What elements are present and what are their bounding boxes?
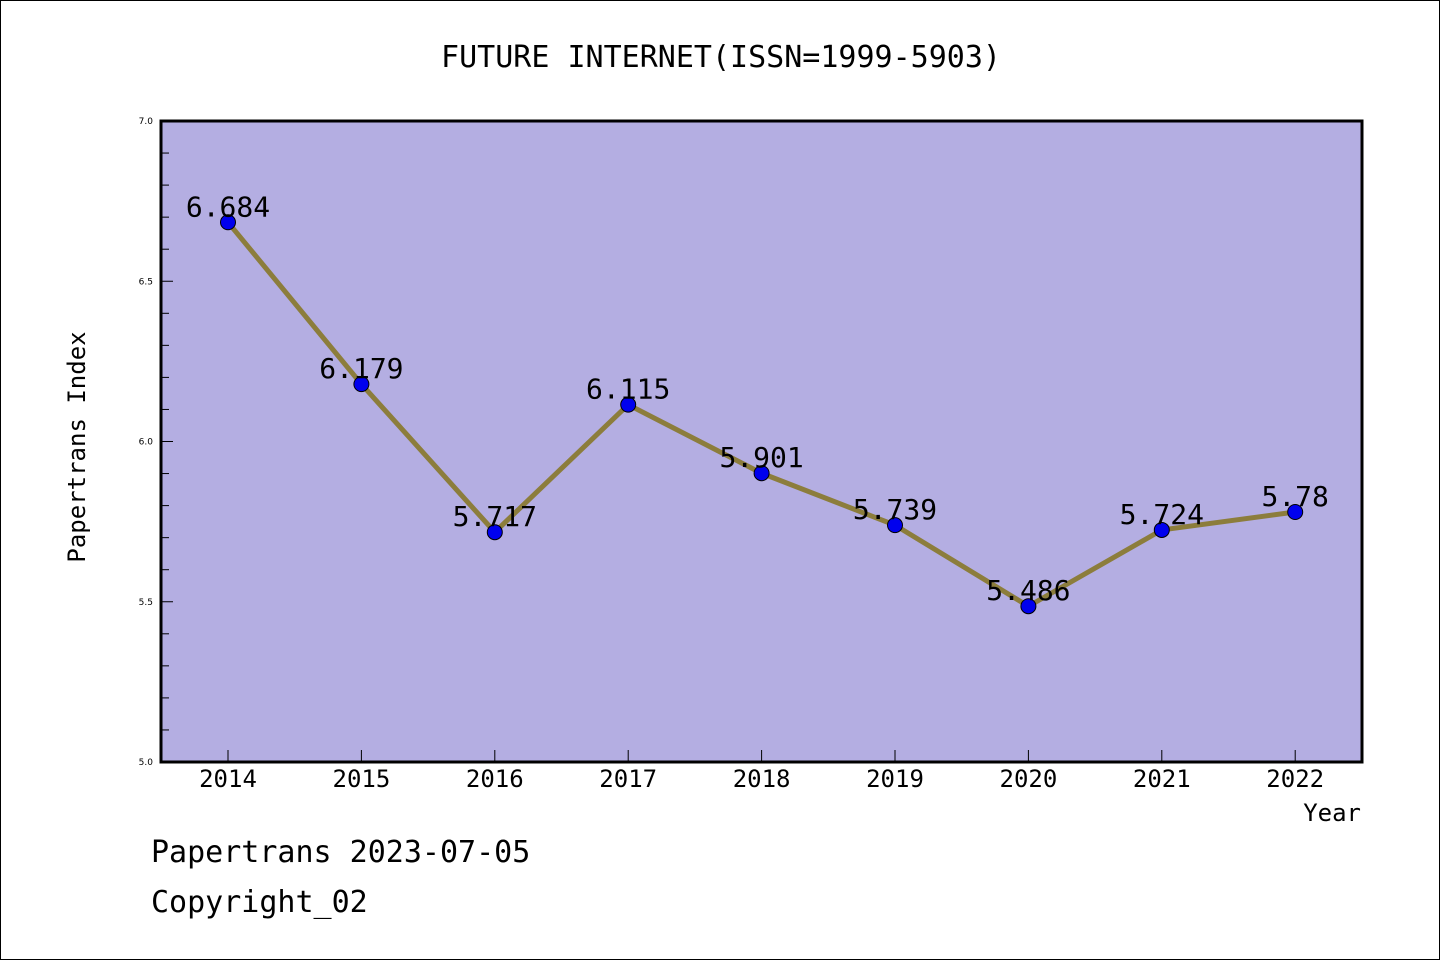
x-tick-label: 2017 bbox=[599, 765, 657, 793]
x-tick-label: 2014 bbox=[199, 765, 257, 793]
data-label: 5.901 bbox=[719, 441, 803, 474]
data-points bbox=[220, 214, 1304, 615]
y-tick-label: 6.0 bbox=[139, 438, 154, 448]
y-axis-label: Papertrans Index bbox=[63, 331, 91, 562]
data-point bbox=[1153, 521, 1170, 538]
data-label: 5.486 bbox=[986, 574, 1070, 607]
x-tick-label: 2020 bbox=[1000, 765, 1058, 793]
data-labels: 6.684 6.179 5.717 6.115 5.901 5.739 5.486 5.724… bbox=[186, 190, 1329, 607]
x-tick-label: 2019 bbox=[866, 765, 924, 793]
data-label: 5.78 bbox=[1261, 480, 1328, 513]
data-point bbox=[887, 517, 903, 534]
chart-title: FUTURE INTERNET(ISSN=1999-5903) bbox=[441, 40, 1001, 75]
data-point bbox=[753, 465, 770, 482]
x-tick-label: 2022 bbox=[1266, 765, 1324, 793]
data-point bbox=[620, 396, 637, 413]
data-label: 5.717 bbox=[453, 500, 537, 533]
plot-area bbox=[159, 119, 1364, 764]
data-point bbox=[353, 376, 370, 393]
data-label: 5.724 bbox=[1120, 498, 1204, 531]
y-tick-label: 6.5 bbox=[139, 277, 153, 287]
x-tick-label: 2018 bbox=[733, 765, 791, 793]
y-tick-label: 7.0 bbox=[139, 117, 154, 127]
x-tick-label: 2016 bbox=[466, 765, 524, 793]
data-label: 6.684 bbox=[186, 190, 270, 223]
x-axis: 2014 2015 2016 2017 2018 2019 2020 2021 2022 bbox=[199, 750, 1324, 793]
x-tick-label: 2021 bbox=[1133, 765, 1191, 793]
data-label: 6.179 bbox=[319, 352, 403, 385]
y-tick-label: 5.5 bbox=[139, 598, 153, 608]
x-tick-label: 2015 bbox=[333, 765, 391, 793]
y-tick-label: 5.0 bbox=[139, 758, 154, 768]
data-point bbox=[1287, 504, 1304, 521]
data-label: 6.115 bbox=[586, 373, 670, 406]
data-point bbox=[486, 524, 503, 541]
footer-date: Papertrans 2023-07-05 bbox=[151, 835, 531, 870]
data-point bbox=[1020, 598, 1037, 615]
data-label: 5.739 bbox=[853, 493, 937, 526]
x-axis-label: Year bbox=[1303, 799, 1361, 827]
data-point bbox=[220, 214, 236, 231]
footer-copyright: Copyright_02 bbox=[151, 885, 368, 920]
y-axis: 5.0 5.5 6.0 6.5 7.0 bbox=[139, 117, 173, 768]
